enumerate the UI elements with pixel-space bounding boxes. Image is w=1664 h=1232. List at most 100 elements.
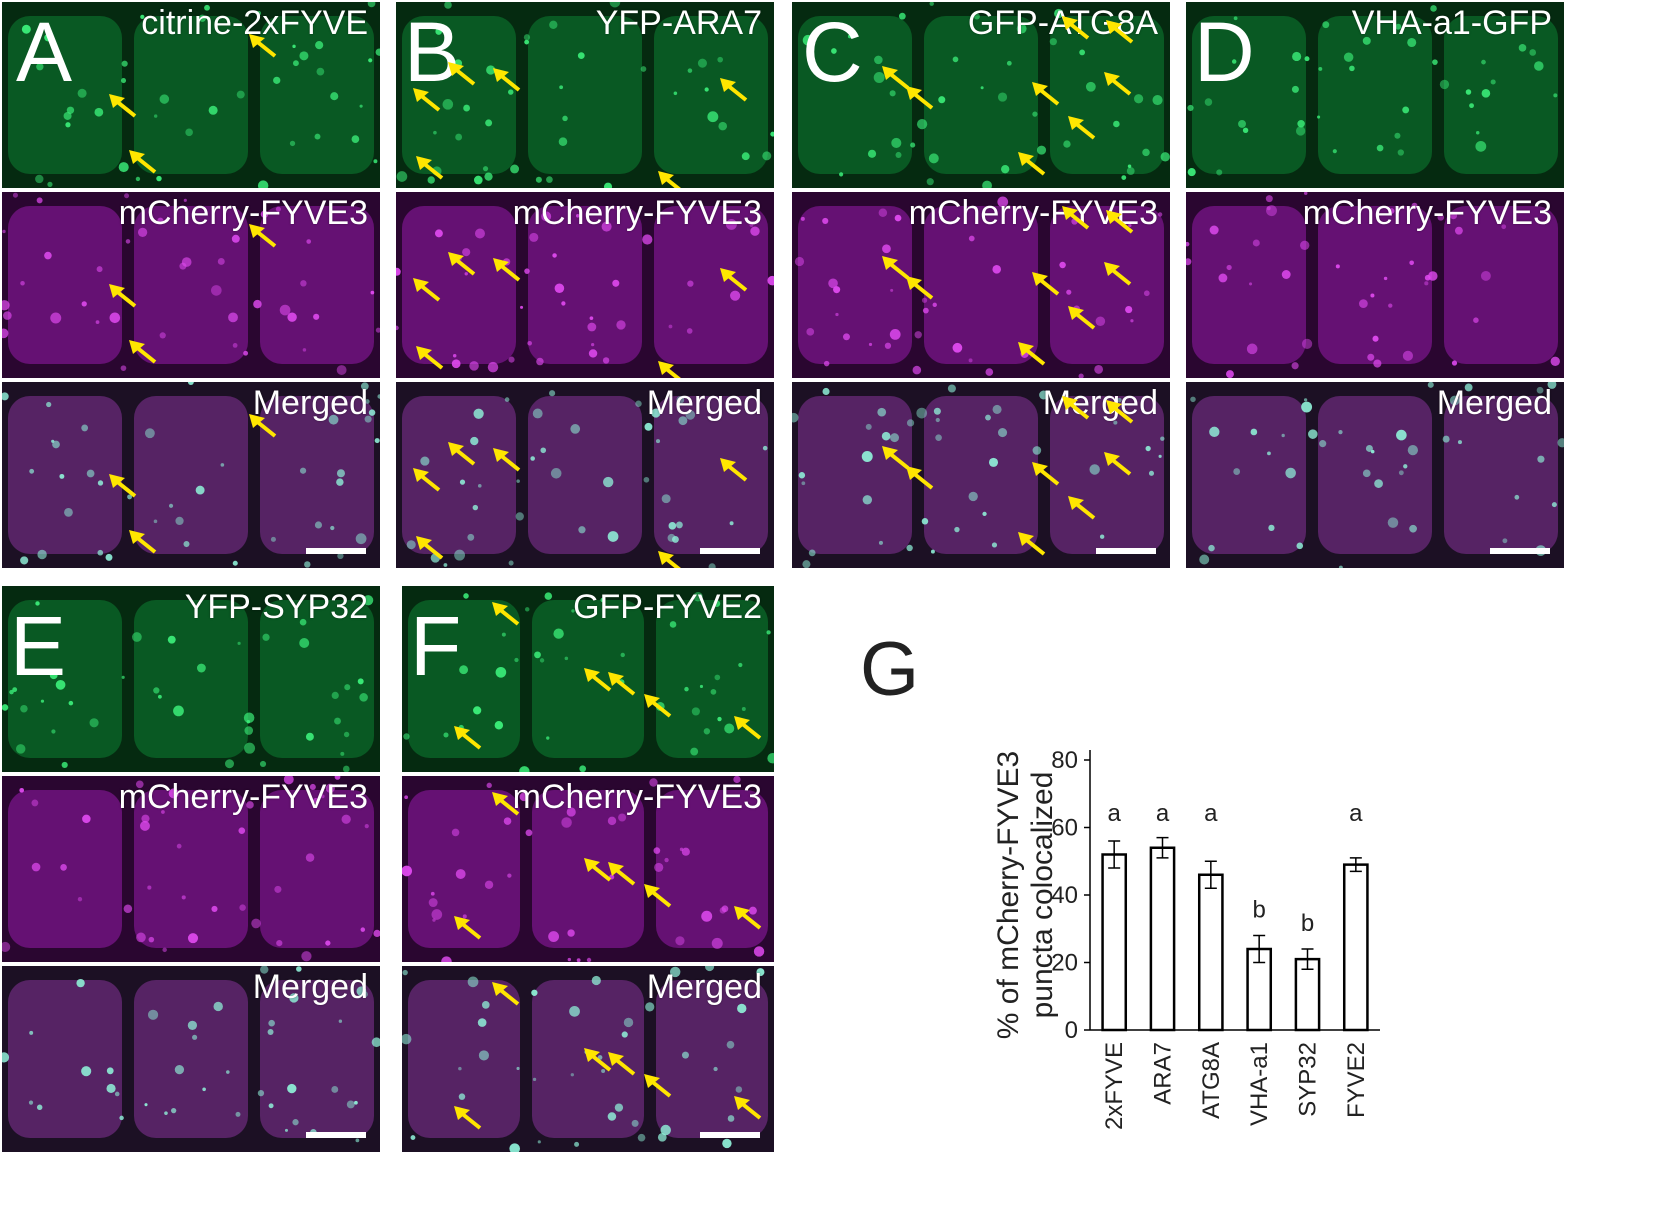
- yellow-arrow-icon: [720, 268, 748, 292]
- yellow-arrow-icon: [1018, 532, 1046, 556]
- panel-f-green: GFP-FYVE2 F: [402, 586, 774, 772]
- scale-bar: [700, 548, 760, 554]
- yellow-arrow-icon: [734, 716, 762, 740]
- yellow-arrow-icon: [584, 1048, 612, 1072]
- yellow-arrow-icon: [493, 258, 521, 282]
- yellow-arrow-icon: [1106, 20, 1134, 44]
- yellow-arrow-icon: [734, 906, 762, 930]
- significance-letter: a: [1349, 800, 1363, 827]
- channel-label: YFP-SYP32: [184, 588, 368, 626]
- panel-d-green: VHA-a1-GFP D: [1186, 2, 1564, 188]
- significance-letter: b: [1252, 897, 1265, 924]
- bar: [1197, 873, 1224, 1032]
- yellow-arrow-icon: [129, 530, 157, 554]
- yellow-arrow-icon: [1104, 262, 1132, 286]
- yellow-arrow-icon: [1104, 72, 1132, 96]
- yellow-arrow-icon: [109, 94, 137, 118]
- yellow-arrow-icon: [493, 68, 521, 92]
- yellow-arrow-icon: [1062, 206, 1090, 230]
- yellow-arrow-icon: [249, 414, 277, 438]
- yellow-arrow-icon: [1106, 400, 1134, 424]
- panel-b-magenta: mCherry-FYVE3: [396, 192, 774, 378]
- yellow-arrow-icon: [249, 34, 277, 58]
- yellow-arrow-icon: [492, 792, 520, 816]
- panel-letter-c: C: [802, 5, 863, 99]
- channel-label: mCherry-FYVE3: [118, 778, 368, 816]
- yellow-arrow-icon: [658, 171, 681, 188]
- channel-label: YFP-ARA7: [595, 4, 762, 42]
- panel-letter-e: E: [10, 599, 67, 693]
- channel-label: mCherry-FYVE3: [512, 194, 762, 232]
- panel-a-merged: Merged: [2, 382, 380, 568]
- yellow-arrow-icon: [492, 602, 520, 626]
- panel-e-magenta: mCherry-FYVE3: [2, 776, 380, 962]
- yellow-arrow-icon: [720, 78, 748, 102]
- channel-label: mCherry-FYVE3: [512, 778, 762, 816]
- panel-d-magenta: mCherry-FYVE3: [1186, 192, 1564, 378]
- yellow-arrow-icon: [658, 551, 681, 568]
- panel-letter-g: G: [860, 627, 920, 712]
- scale-bar: [306, 1132, 366, 1138]
- panel-a-magenta: mCherry-FYVE3: [2, 192, 380, 378]
- channel-label: mCherry-FYVE3: [118, 194, 368, 232]
- x-tick-label: SYP32: [1295, 1042, 1322, 1117]
- significance-letter: a: [1204, 800, 1218, 827]
- channel-label: Merged: [1042, 384, 1158, 422]
- yellow-arrow-icon: [1018, 152, 1046, 176]
- yellow-arrow-icon: [1062, 396, 1090, 420]
- significance-letter: b: [1301, 910, 1314, 937]
- yellow-arrow-icon: [413, 468, 441, 492]
- yellow-arrow-icon: [906, 466, 934, 490]
- panel-e-merged: Merged: [2, 966, 380, 1152]
- channel-label: mCherry-FYVE3: [1302, 194, 1552, 232]
- channel-label: Merged: [646, 384, 762, 422]
- yellow-arrow-icon: [454, 1106, 482, 1130]
- yellow-arrow-icon: [720, 458, 748, 482]
- scale-bar: [700, 1132, 760, 1138]
- x-tick-label: VHA-a1: [1246, 1042, 1273, 1126]
- yellow-arrow-icon: [1068, 306, 1096, 330]
- yellow-arrow-icon: [448, 252, 476, 276]
- yellow-arrow-icon: [129, 150, 157, 174]
- yellow-arrow-icon: [109, 284, 137, 308]
- bar: [1342, 863, 1369, 1032]
- x-tick-label: ATG8A: [1198, 1042, 1225, 1119]
- yellow-arrow-icon: [608, 672, 636, 696]
- yellow-arrow-icon: [608, 862, 636, 886]
- y-tick-label: 0: [1065, 1017, 1078, 1044]
- yellow-arrow-icon: [1032, 462, 1060, 486]
- channel-label: Merged: [252, 384, 368, 422]
- yellow-arrow-icon: [608, 1052, 636, 1076]
- yellow-arrow-icon: [416, 156, 444, 180]
- panel-letter-b: B: [404, 5, 461, 99]
- yellow-arrow-icon: [644, 1074, 672, 1098]
- scale-bar: [1490, 548, 1550, 554]
- bar: [1101, 853, 1128, 1032]
- channel-label: VHA-a1-GFP: [1351, 4, 1552, 42]
- y-axis-label: % of mCherry-FYVE3puncta colocalized: [992, 751, 1059, 1039]
- yellow-arrow-icon: [493, 448, 521, 472]
- yellow-arrow-icon: [416, 536, 444, 560]
- yellow-arrow-icon: [882, 256, 910, 280]
- yellow-arrow-icon: [1068, 116, 1096, 140]
- yellow-arrow-icon: [413, 88, 441, 112]
- panel-c-green: GFP-ATG8A C: [792, 2, 1170, 188]
- significance-letter: a: [1107, 800, 1121, 827]
- yellow-arrow-icon: [413, 278, 441, 302]
- yellow-arrow-icon: [1106, 210, 1134, 234]
- panel-letter-a: A: [16, 5, 73, 99]
- yellow-arrow-icon: [906, 276, 934, 300]
- panel-a-green: citrine-2xFYVE A: [2, 2, 380, 188]
- yellow-arrow-icon: [1018, 342, 1046, 366]
- scale-bar: [306, 548, 366, 554]
- channel-label: GFP-FYVE2: [573, 588, 762, 626]
- yellow-arrow-icon: [734, 1096, 762, 1120]
- yellow-arrow-icon: [584, 668, 612, 692]
- yellow-arrow-icon: [492, 982, 520, 1006]
- yellow-arrow-icon: [1032, 82, 1060, 106]
- x-tick-label: ARA7: [1150, 1042, 1177, 1105]
- channel-label: Merged: [646, 968, 762, 1006]
- yellow-arrow-icon: [416, 346, 444, 370]
- yellow-arrow-icon: [454, 726, 482, 750]
- panel-b-merged: Merged: [396, 382, 774, 568]
